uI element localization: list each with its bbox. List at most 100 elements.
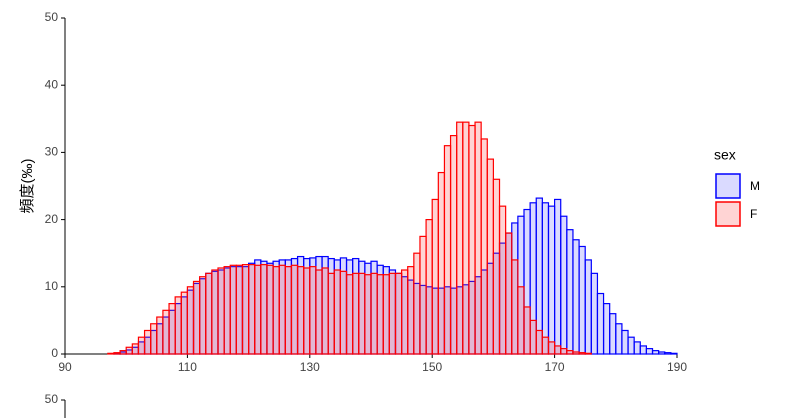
bar	[278, 264, 286, 355]
bar	[511, 259, 519, 355]
bar	[113, 352, 121, 355]
bar	[547, 205, 556, 355]
bar	[254, 264, 262, 355]
bar	[498, 205, 507, 355]
y-tick-label: 20	[45, 212, 59, 226]
bar	[474, 121, 482, 355]
bar	[339, 270, 348, 355]
y-axis-label: 頻度(‰)	[19, 159, 36, 214]
bar	[541, 336, 550, 355]
bar	[180, 291, 188, 355]
bar	[578, 352, 586, 355]
bar	[150, 323, 158, 355]
bar	[321, 267, 329, 355]
x-tick-label: 130	[300, 360, 320, 374]
bar	[462, 121, 470, 355]
y-tick-label: 30	[45, 145, 59, 159]
bar	[419, 235, 427, 355]
bar	[492, 178, 501, 355]
bar	[553, 345, 562, 355]
bar	[627, 336, 635, 355]
bar	[529, 319, 537, 355]
bar	[553, 198, 562, 355]
bar	[327, 272, 335, 355]
bar	[364, 274, 372, 355]
bar	[309, 266, 317, 355]
x-tick-label: 170	[545, 360, 565, 374]
bar	[615, 323, 623, 355]
y-tick-label: 10	[45, 279, 59, 293]
bar	[443, 145, 452, 355]
x-tick-label: 110	[178, 360, 197, 374]
bar	[260, 264, 268, 355]
bar	[505, 232, 513, 355]
bar	[137, 336, 146, 355]
bar	[602, 303, 611, 355]
bar	[486, 158, 494, 355]
bar	[290, 264, 299, 355]
bar	[560, 348, 568, 355]
y-tick-label: 40	[45, 77, 59, 91]
bar	[431, 198, 439, 355]
bar	[217, 267, 225, 355]
bar	[437, 171, 446, 355]
bar	[125, 346, 133, 355]
bar	[272, 266, 280, 355]
bar	[535, 329, 543, 355]
bar	[407, 266, 415, 355]
bar	[639, 345, 648, 355]
bar	[670, 352, 678, 355]
bar	[566, 350, 574, 355]
legend-label: M	[750, 179, 760, 193]
bar	[248, 264, 256, 355]
bar	[296, 266, 305, 355]
bar	[609, 313, 617, 355]
bar	[162, 309, 170, 355]
bar	[211, 269, 219, 355]
bar	[596, 292, 605, 355]
bar	[633, 341, 641, 355]
legend-key	[715, 173, 741, 199]
x-tick-label: 190	[667, 360, 687, 374]
bar	[107, 352, 115, 355]
bar	[143, 329, 152, 355]
bar	[572, 239, 580, 355]
bar	[645, 348, 654, 355]
legend-title: sex	[714, 147, 736, 163]
bar	[621, 329, 629, 355]
bar	[284, 266, 293, 355]
bar	[266, 264, 274, 355]
bar	[401, 269, 409, 355]
bar	[480, 138, 488, 355]
y-tick-label: 50	[45, 10, 59, 24]
bar	[590, 272, 599, 355]
bar	[241, 264, 250, 355]
bar	[199, 276, 207, 355]
bar	[382, 274, 390, 355]
x-tick-label: 150	[422, 360, 442, 374]
bar	[223, 266, 231, 355]
bar	[205, 272, 213, 355]
bar	[370, 272, 378, 355]
bar	[303, 267, 311, 355]
bar	[425, 219, 433, 355]
legend-key	[715, 201, 741, 227]
bar	[388, 272, 397, 355]
bar	[584, 259, 592, 355]
bar	[156, 316, 164, 355]
bar	[229, 264, 237, 355]
bar	[541, 202, 550, 355]
bar	[523, 306, 531, 355]
bar	[358, 272, 366, 355]
bar	[560, 215, 568, 355]
bar	[333, 269, 341, 355]
bar	[584, 352, 592, 355]
bar	[449, 135, 458, 355]
bar	[547, 341, 556, 355]
bar	[174, 296, 182, 355]
bar	[131, 343, 140, 355]
bar	[235, 264, 244, 355]
bar	[394, 272, 403, 355]
bar	[345, 274, 354, 355]
bar	[192, 280, 201, 355]
